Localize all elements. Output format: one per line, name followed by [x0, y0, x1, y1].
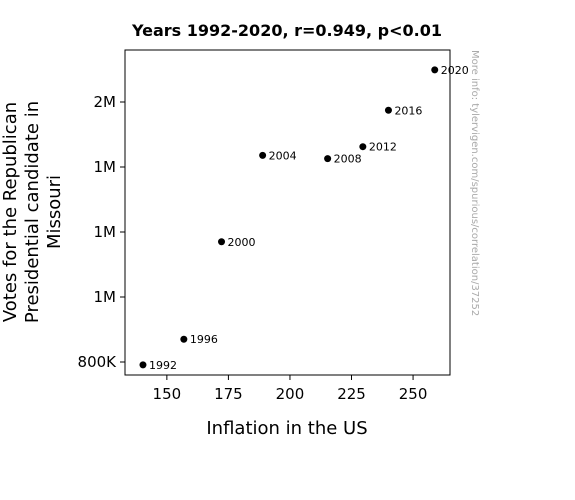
- data-point: [139, 361, 147, 369]
- y-axis-label: Votes for the Republican Presidential ca…: [0, 101, 65, 323]
- data-point: [259, 151, 267, 159]
- data-point: [359, 143, 367, 151]
- data-point-label: 2012: [369, 141, 397, 154]
- x-tick-label: 175: [214, 385, 243, 403]
- y-tick-label: 1M: [94, 288, 117, 306]
- data-point-label: 1996: [190, 333, 218, 346]
- data-point-label: 2008: [334, 153, 362, 166]
- y-tick-label: 800K: [78, 353, 118, 371]
- data-point: [431, 66, 439, 74]
- y-axis-label-line-3: Missouri: [44, 175, 65, 249]
- watermark-text: More info: tylervigen.com/spurious/corre…: [469, 50, 480, 316]
- data-point: [180, 335, 188, 343]
- x-tick-label: 200: [276, 385, 305, 403]
- x-tick-label: 225: [337, 385, 366, 403]
- data-point-label: 2020: [441, 64, 469, 77]
- y-tick-label: 1M: [94, 158, 117, 176]
- chart-title: Years 1992-2020, r=0.949, p<0.01: [131, 21, 442, 40]
- x-axis-label: Inflation in the US: [206, 418, 367, 439]
- plot-area: [124, 49, 451, 376]
- x-axis: 150 175 200 225 250: [153, 375, 428, 403]
- data-point: [218, 238, 226, 246]
- y-tick-label: 1M: [94, 223, 117, 241]
- watermark: More info: tylervigen.com/spurious/corre…: [469, 50, 480, 316]
- y-axis-label-line-2: Presidential candidate in: [22, 101, 43, 323]
- data-point-label: 2016: [394, 104, 422, 117]
- x-tick-label: 150: [153, 385, 182, 403]
- y-axis: 800K 1M 1M 1M 2M: [78, 93, 125, 371]
- data-points: 1992 1996 2000 2004 2008 2012 2016 2020: [139, 64, 469, 372]
- data-point-label: 2000: [228, 236, 256, 249]
- x-tick-label: 250: [399, 385, 428, 403]
- data-point-label: 2004: [269, 149, 297, 162]
- data-point: [324, 155, 332, 163]
- data-point: [384, 106, 392, 114]
- data-point-label: 1992: [149, 359, 177, 372]
- y-tick-label: 2M: [94, 93, 117, 111]
- y-axis-label-line-1: Votes for the Republican: [0, 102, 21, 322]
